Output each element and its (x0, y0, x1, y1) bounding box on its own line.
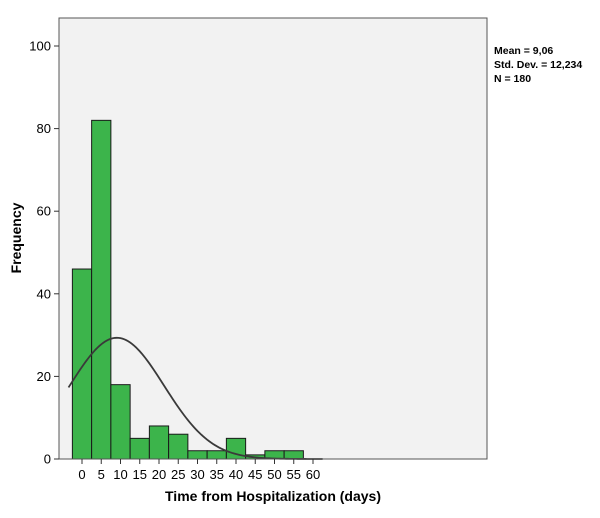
x-tick-label-10: 50 (267, 467, 281, 482)
x-tick-label-11: 55 (287, 467, 301, 482)
x-tick-label-7: 35 (210, 467, 224, 482)
histogram-bar-1 (91, 119, 112, 460)
plot-frame (58, 17, 488, 460)
stats-std-dev: Std. Dev. = 12,234 (494, 59, 583, 71)
histogram-bar-3 (129, 437, 150, 460)
x-tick-label-12: 60 (306, 467, 320, 482)
x-axis: 0 5 10 15 20 25 30 35 40 45 50 55 60 (78, 459, 320, 482)
x-tick-label-9: 45 (248, 467, 262, 482)
y-tick-label-0: 0 (44, 452, 51, 467)
histogram-bar-4 (148, 425, 170, 460)
histogram-bar-6 (187, 450, 208, 460)
x-tick-label-5: 25 (171, 467, 185, 482)
stats-mean: Mean = 9,06 (494, 45, 554, 57)
x-tick-label-6: 30 (190, 467, 204, 482)
y-tick-label-3: 60 (37, 204, 51, 219)
x-tick-label-1: 5 (98, 467, 105, 482)
x-axis-title: Time from Hospitalization (days) (165, 488, 381, 504)
histogram-bar-5 (168, 433, 189, 460)
y-tick-label-4: 80 (37, 121, 51, 136)
y-tick-label-5: 100 (29, 39, 51, 54)
y-axis-title: Frequency (8, 202, 24, 273)
x-tick-label-0: 0 (78, 467, 85, 482)
histogram-bar-11 (283, 450, 304, 460)
y-tick-label-1: 20 (37, 369, 51, 384)
y-axis: 0 20 40 60 80 100 (29, 39, 59, 467)
y-tick-label-2: 40 (37, 286, 51, 301)
bars-group (71, 119, 304, 460)
x-tick-label-4: 20 (152, 467, 166, 482)
histogram-bar-7 (206, 450, 227, 460)
histogram-bar-2 (110, 384, 131, 460)
x-tick-label-8: 40 (229, 467, 243, 482)
stats-box: Mean = 9,06 Std. Dev. = 12,234 N = 180 (494, 44, 582, 86)
x-tick-label-3: 15 (133, 467, 147, 482)
stats-n: N = 180 (494, 73, 532, 85)
histogram-bar-0 (71, 268, 93, 460)
x-tick-label-2: 10 (113, 467, 127, 482)
